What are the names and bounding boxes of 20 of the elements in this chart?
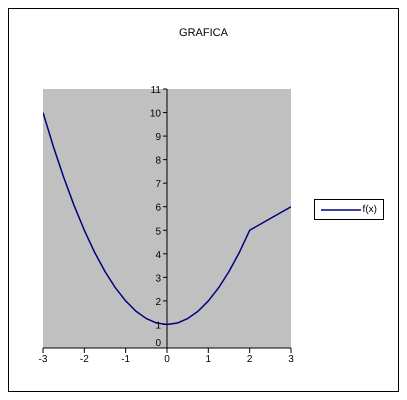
x-tick-label: 2	[246, 354, 253, 366]
y-tick-label: 11	[150, 85, 162, 96]
y-tick-label: 6	[155, 202, 162, 214]
y-tick-label: 5	[155, 226, 162, 238]
x-tick-label: 3	[288, 354, 294, 366]
legend-label: f(x)	[362, 204, 377, 215]
x-tick-label: -2	[80, 354, 90, 366]
y-tick-label: 2	[155, 296, 162, 308]
y-tick-label: 3	[155, 273, 162, 284]
y-tick-label: 0	[155, 338, 162, 349]
y-tick-label: 9	[155, 132, 162, 144]
x-tick-label: -1	[121, 354, 131, 366]
y-tick-label: 10	[150, 108, 162, 120]
chart-title: GRAFICA	[178, 27, 229, 39]
y-tick-label: 7	[155, 179, 162, 190]
x-tick-label: -3	[38, 354, 48, 366]
y-tick-label: 4	[155, 250, 162, 261]
x-tick-label: 0	[164, 354, 170, 366]
x-tick-label: 1	[206, 354, 212, 366]
y-tick-label: 8	[155, 156, 162, 167]
